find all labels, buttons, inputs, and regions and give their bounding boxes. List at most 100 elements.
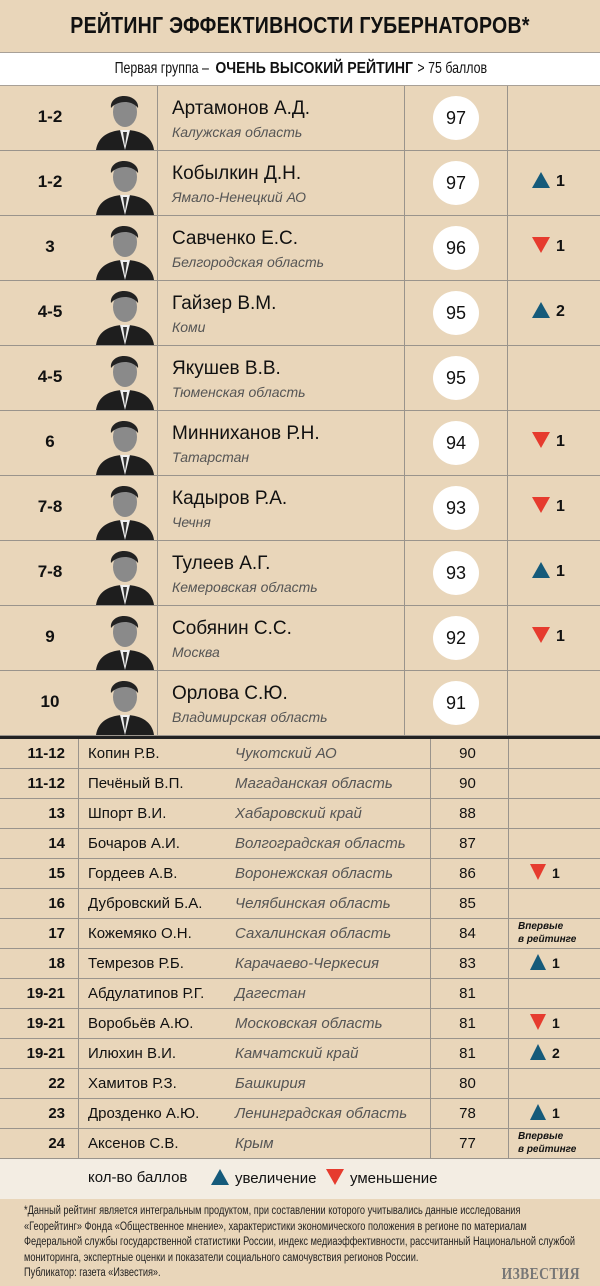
new-line-2: в рейтинге	[518, 934, 577, 945]
score-circle: 97	[433, 96, 479, 140]
change-value: 1	[556, 563, 565, 580]
top-table: 1-2 Артамонов А.Д. Калужская область 97 …	[0, 86, 600, 736]
region: Белгородская область	[172, 254, 324, 270]
governor-name: Собянин С.С.	[172, 618, 292, 639]
triangle-down-icon	[530, 1014, 546, 1030]
rank: 23	[48, 1105, 65, 1122]
rank: 7-8	[37, 497, 63, 516]
change-value: 1	[556, 173, 565, 190]
triangle-down-icon	[532, 497, 550, 513]
governor-name: Тулеев А.Г.	[172, 553, 271, 574]
governor-name: Савченко Е.С.	[172, 228, 299, 249]
portrait-photo	[92, 220, 157, 280]
rank: 18	[48, 955, 65, 972]
region: Волгоградская область	[235, 835, 406, 852]
table-row: 1-2 Артамонов А.Д. Калужская область 97	[0, 86, 600, 151]
score-circle: 91	[433, 681, 479, 725]
score: 86	[459, 865, 476, 882]
table-row: 4-5 Гайзер В.М. Коми 95 2	[0, 281, 600, 346]
region: Карачаево-Черкесия	[235, 955, 380, 972]
region: Кемеровская область	[172, 579, 318, 595]
region: Челябинская область	[235, 895, 391, 912]
portrait-photo	[92, 415, 157, 475]
governor-name: Дрозденко А.Ю.	[88, 1105, 200, 1122]
region: Чукотский АО	[235, 745, 337, 762]
governor-name: Артамонов А.Д.	[172, 98, 311, 119]
table-row: 7-8 Тулеев А.Г. Кемеровская область 93 1	[0, 541, 600, 606]
footnote-area: *Данный рейтинг является интегральным пр…	[0, 1199, 600, 1282]
score: 81	[459, 1045, 476, 1062]
rank: 10	[40, 692, 60, 711]
table-row: 15 Гордеев А.В. Воронежская область 86 1	[0, 859, 600, 889]
triangle-down-icon	[532, 432, 550, 448]
score: 88	[459, 805, 476, 822]
governor-name: Минниханов Р.Н.	[172, 423, 320, 444]
portrait-photo	[92, 155, 157, 215]
triangle-up-icon	[532, 172, 550, 188]
table-row: 9 Собянин С.С. Москва 92 1	[0, 606, 600, 671]
legend-up-label: увеличение	[235, 1170, 317, 1187]
rank: 11-12	[27, 745, 65, 762]
new-line-1: Впервые	[518, 921, 564, 932]
region: Владимирская область	[172, 709, 328, 725]
score-circle: 93	[433, 551, 479, 595]
portrait-photo	[92, 285, 157, 345]
region: Ямало-Ненецкий АО	[172, 189, 307, 205]
region: Хабаровский край	[235, 805, 362, 822]
rank: 15	[48, 865, 65, 882]
subtitle-bold: ОЧЕНЬ ВЫСОКИЙ РЕЙТИНГ	[215, 60, 413, 77]
governor-name: Печёный В.П.	[88, 775, 184, 792]
change-value: 1	[556, 628, 565, 645]
legend-down-label: уменьшение	[350, 1170, 438, 1187]
triangle-down-icon	[532, 627, 550, 643]
score: 81	[459, 1015, 476, 1032]
rank: 16	[48, 895, 65, 912]
score-circle: 96	[433, 226, 479, 270]
triangle-up-icon	[532, 302, 550, 318]
region: Ленинградская область	[235, 1105, 408, 1122]
rank: 1-2	[37, 172, 63, 191]
governor-name: Копин Р.В.	[88, 745, 160, 762]
score-circle: 95	[433, 356, 479, 400]
region: Коми	[172, 319, 206, 335]
page-title: РЕЙТИНГ ЭФФЕКТИВНОСТИ ГУБЕРНАТОРОВ*	[70, 12, 530, 38]
rank: 11-12	[27, 775, 65, 792]
rank: 13	[48, 805, 65, 822]
rank-change: 1	[532, 432, 565, 451]
rank-change: 1	[530, 1014, 560, 1031]
legend: кол-во баллов увеличение уменьшение	[0, 1159, 600, 1199]
change-value: 1	[552, 955, 560, 971]
rank: 24	[48, 1135, 65, 1152]
governor-name: Аксенов С.В.	[88, 1135, 179, 1152]
region: Москва	[172, 644, 220, 660]
rank: 19-21	[26, 1015, 65, 1032]
portrait-photo	[92, 675, 157, 735]
rank: 22	[48, 1075, 65, 1092]
rank: 17	[48, 925, 65, 942]
score: 80	[459, 1075, 476, 1092]
region: Сахалинская область	[235, 925, 392, 942]
table-row: 10 Орлова С.Ю. Владимирская область 91	[0, 671, 600, 736]
governor-name: Воробьёв А.Ю.	[88, 1015, 194, 1032]
governor-name: Гордеев А.В.	[88, 865, 178, 882]
group-subtitle: Первая группа – ОЧЕНЬ ВЫСОКИЙ РЕЙТИНГ > 7…	[0, 52, 600, 86]
rank: 7-8	[37, 562, 63, 581]
score: 81	[459, 985, 476, 1002]
table-row: 18 Темрезов Р.Б. Карачаево-Черкесия 83 1	[0, 949, 600, 979]
table-row: 17 Кожемяко О.Н. Сахалинская область 84 В…	[0, 919, 600, 949]
table-row: 23 Дрозденко А.Ю. Ленинградская область …	[0, 1099, 600, 1129]
region: Тюменская область	[172, 384, 306, 400]
table-row: 11-12 Печёный В.П. Магаданская область 9…	[0, 769, 600, 799]
change-value: 1	[556, 433, 565, 450]
triangle-up-icon	[532, 562, 550, 578]
region: Калужская область	[172, 124, 303, 140]
table-row: 4-5 Якушев В.В. Тюменская область 95	[0, 346, 600, 411]
new-entry-note: Впервые в рейтинге	[518, 920, 576, 946]
legend-score: кол-во баллов	[88, 1169, 188, 1186]
score: 85	[459, 895, 476, 912]
governor-name: Бочаров А.И.	[88, 835, 180, 852]
rank: 4-5	[37, 367, 63, 386]
region: Башкирия	[235, 1075, 306, 1092]
publisher: Публикатор: газета «Известия».	[24, 1267, 161, 1279]
